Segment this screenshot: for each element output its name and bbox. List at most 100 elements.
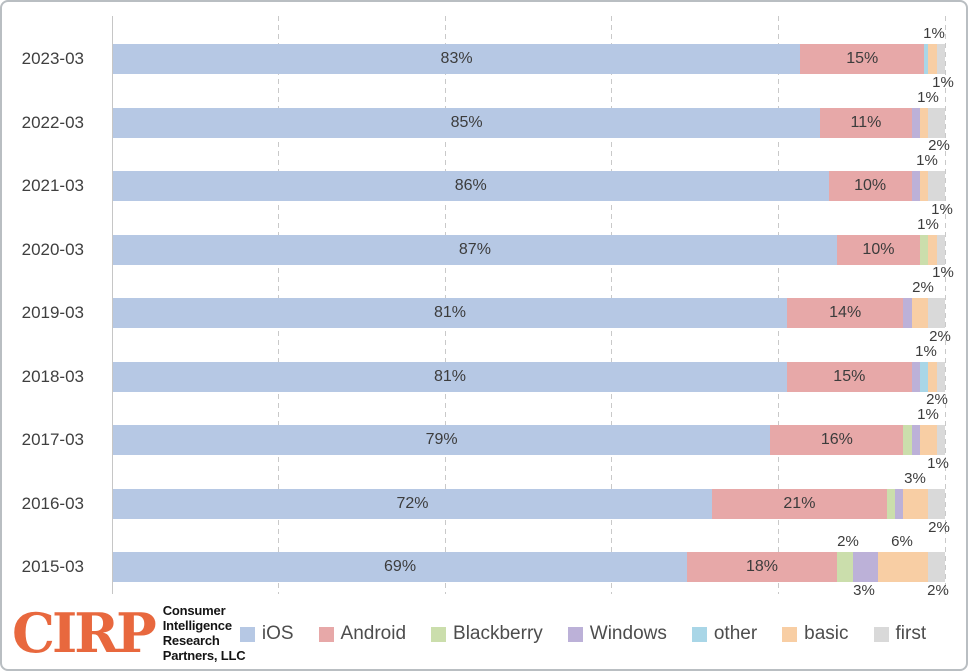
bar-segment-first-2021-03 [928, 171, 945, 201]
outside-value-label: 2% [929, 327, 951, 345]
stacked-bar-2019-03: 81% 14% [113, 298, 945, 328]
segment-value-label: 16% [820, 431, 853, 448]
bar-segment-first-2023-03 [936, 44, 945, 74]
segment-value-label: 87% [458, 240, 491, 258]
bar-segment-first-2019-03 [928, 298, 945, 328]
bar-segment-ios-2020-03: 87% [113, 234, 837, 265]
legend-label: Blackberry [453, 623, 543, 644]
bar-segment-first-2016-03 [928, 488, 945, 519]
segment-value-label: 21% [783, 494, 816, 512]
segment-value-label: 18% [745, 558, 778, 575]
bar-segment-blackberry-2016-03 [886, 488, 896, 519]
bar-segment-windows-2015-03 [853, 552, 879, 582]
bar-segment-other-2023-03 [924, 44, 929, 74]
bar-segment-other-2018-03 [920, 361, 929, 392]
category-label-2018-03: 2018-03 [21, 366, 84, 386]
legend-label: basic [804, 623, 849, 644]
bar-segment-windows-2018-03 [911, 361, 921, 392]
segment-value-label: 11% [850, 113, 882, 131]
outside-value-label: 1% [917, 406, 939, 423]
bar-segment-windows-2019-03 [903, 298, 912, 328]
legend-label: Windows [589, 623, 667, 644]
segment-value-label: 81% [433, 367, 466, 385]
stacked-bar-2021-03: 86% 10% [113, 171, 945, 201]
stacked-bar-2022-03: 85% 11% [113, 107, 945, 138]
legend-swatch-icon [782, 626, 798, 642]
bar-segment-ios-2021-03: 86% [113, 171, 829, 201]
category-label-2016-03: 2016-03 [21, 493, 84, 513]
outside-value-label: 1% [917, 215, 939, 233]
outside-value-label: 1% [927, 454, 949, 472]
legend-item-basic: basic [782, 623, 849, 645]
legend-swatch-icon [318, 626, 334, 642]
outside-value-label: 2% [837, 533, 859, 550]
bar-segment-first-2017-03 [936, 425, 945, 455]
category-label-2022-03: 2022-03 [21, 112, 84, 132]
bar-segment-windows-2016-03 [895, 488, 904, 519]
bar-segment-basic-2019-03 [911, 298, 929, 328]
legend-label: other [713, 623, 758, 644]
category-label-2015-03: 2015-03 [21, 557, 84, 576]
cirp-logo-wordmark: CIRP [12, 601, 157, 665]
segment-value-label: 10% [854, 177, 887, 194]
legend-item-other: other [691, 623, 758, 645]
outside-value-label: 2% [912, 279, 934, 296]
bar-segment-basic-2017-03 [920, 425, 937, 455]
category-label-2019-03: 2019-03 [21, 303, 84, 322]
outside-value-label: 6% [891, 533, 913, 550]
bar-segment-android-2023-03: 15% [800, 44, 925, 74]
outside-value-label: 1% [915, 342, 937, 360]
legend-label: Android [340, 623, 407, 644]
legend-swatch-icon [873, 626, 889, 642]
outside-value-label: 1% [923, 25, 945, 42]
legend-label: iOS [261, 623, 294, 644]
stacked-bar-2023-03: 83% 15% [113, 44, 945, 74]
category-label-2017-03: 2017-03 [21, 430, 84, 449]
stacked-bar-2018-03: 81% 15% [113, 361, 945, 392]
legend-label: first [895, 623, 927, 644]
bar-segment-basic-2018-03 [928, 361, 937, 392]
legend-swatch-icon [567, 626, 583, 642]
legend-item-first: first [873, 623, 927, 645]
segment-value-label: 14% [829, 304, 862, 321]
bar-segment-windows-2017-03 [911, 425, 921, 455]
outside-value-label: 3% [853, 582, 875, 599]
segment-value-label: 15% [833, 367, 866, 385]
legend-item-windows: Windows [567, 623, 667, 645]
segment-value-label: 86% [454, 177, 487, 194]
bar-segment-first-2015-03 [928, 552, 945, 582]
legend-swatch-icon [431, 626, 447, 642]
bar-segment-android-2019-03: 14% [786, 298, 904, 328]
bar-segment-ios-2022-03: 85% [113, 107, 821, 138]
category-label-2020-03: 2020-03 [21, 239, 84, 259]
cirp-logo: CIRP Consumer Intelligence Research Part… [12, 601, 246, 665]
stacked-bar-2016-03: 72% 21% [113, 488, 945, 519]
bar-segment-ios-2019-03: 81% [113, 298, 787, 328]
bar-segment-ios-2023-03: 83% [113, 44, 801, 74]
segment-value-label: 72% [396, 494, 429, 512]
bar-segment-android-2015-03: 18% [687, 552, 837, 582]
bar-segment-ios-2018-03: 81% [113, 361, 787, 392]
bar-segment-windows-2021-03 [911, 171, 921, 201]
bar-segment-first-2020-03 [936, 234, 945, 265]
legend-swatch-icon [691, 626, 707, 642]
bar-segment-ios-2015-03: 69% [113, 552, 688, 582]
logo-line: Partners, LLC [162, 648, 246, 663]
bar-segment-basic-2015-03 [878, 552, 929, 582]
legend-item-android: Android [318, 623, 407, 645]
bar-segment-basic-2021-03 [920, 171, 929, 201]
bar-segment-basic-2023-03 [928, 44, 937, 74]
outside-value-label: 2% [927, 582, 949, 599]
chart-legend: iOS Android Blackberry Windows other basic fir… [214, 600, 952, 668]
bar-segment-basic-2016-03 [903, 488, 929, 519]
bar-segment-blackberry-2017-03 [903, 425, 912, 455]
segment-value-label: 83% [440, 50, 473, 67]
stacked-bar-2017-03: 79% 16% [113, 425, 945, 455]
legend-item-blackberry: Blackberry [431, 623, 543, 645]
bar-segment-android-2017-03: 16% [770, 425, 904, 455]
bar-segment-ios-2016-03: 72% [113, 488, 713, 519]
bar-segment-android-2021-03: 10% [828, 171, 912, 201]
bar-segment-first-2022-03 [928, 107, 945, 138]
chart-footer: CIRP Consumer Intelligence Research Part… [2, 600, 966, 668]
bar-segment-blackberry-2020-03 [920, 234, 929, 265]
